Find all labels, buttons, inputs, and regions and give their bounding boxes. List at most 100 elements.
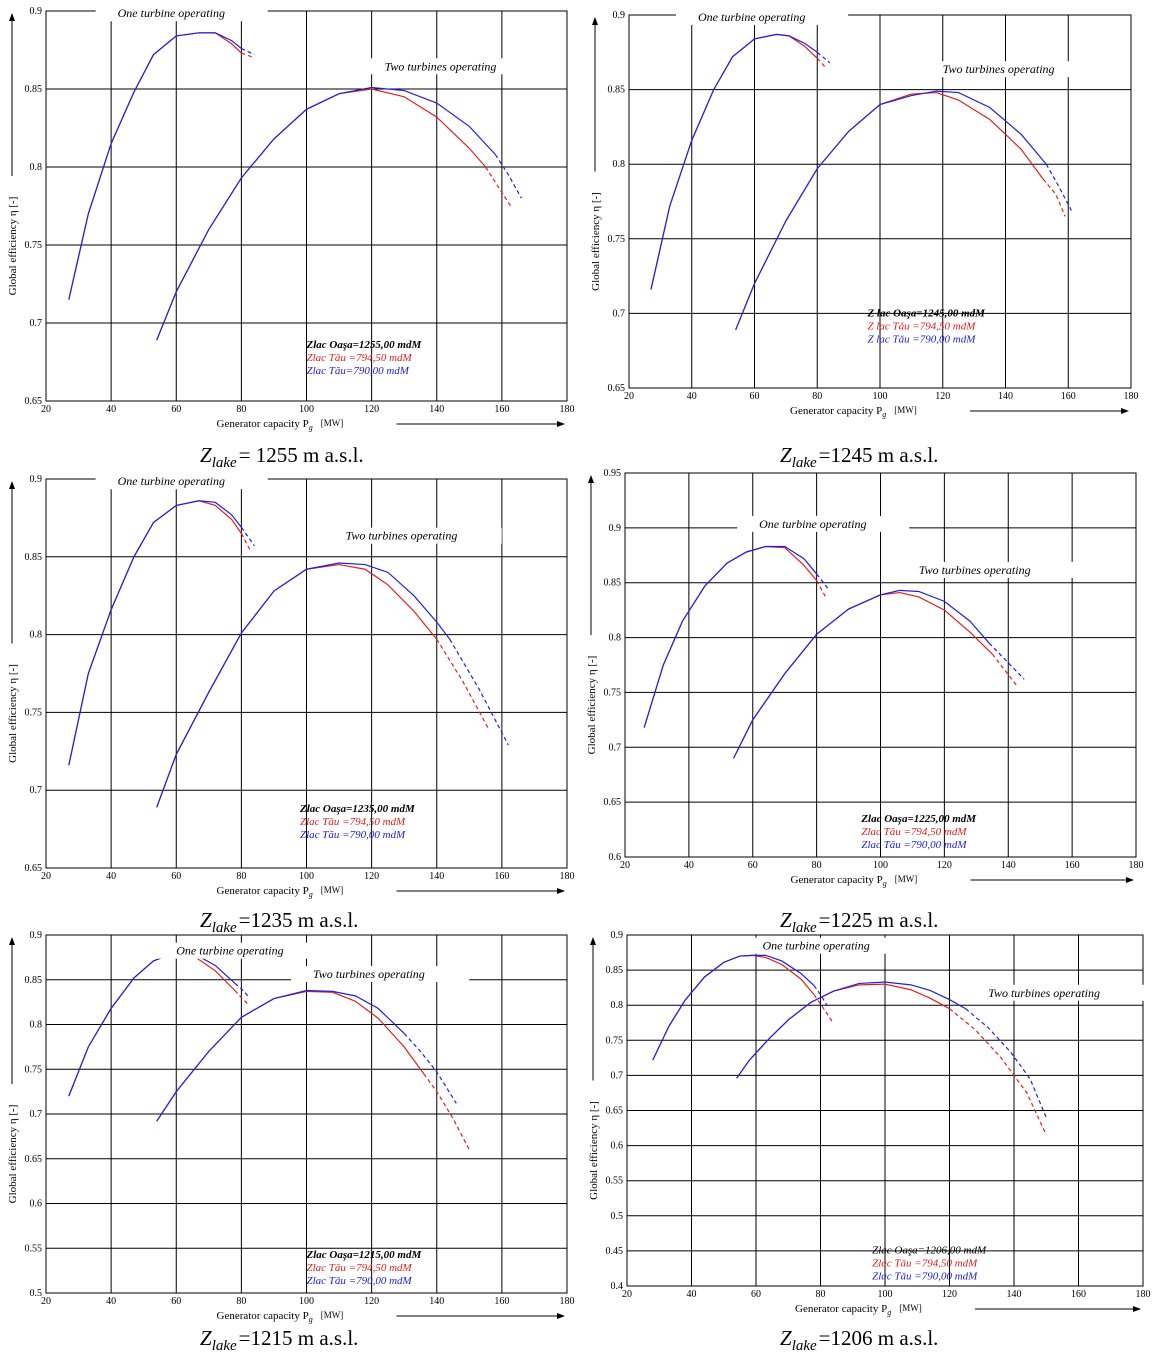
x-tick-label: 80 <box>816 1289 826 1300</box>
x-tick-label: 120 <box>935 391 950 402</box>
annotation-bg <box>896 561 1076 578</box>
y-tick-label: 0.65 <box>604 797 622 808</box>
x-axis-unit: [MW] <box>894 405 917 415</box>
x-tick-label: 100 <box>873 391 888 402</box>
annotation: One turbine operating <box>176 944 283 958</box>
series-line-extrapolated <box>494 154 522 199</box>
x-tick-label: 140 <box>429 404 444 415</box>
x-tick-label: 160 <box>1071 1289 1086 1300</box>
legend-entry: Zlac Tău =790,00 mdM <box>307 1275 413 1287</box>
y-tick-label: 0.7 <box>30 1109 43 1120</box>
y-tick-label: 0.6 <box>611 1141 624 1152</box>
y-tick-label: 0.5 <box>611 1211 624 1222</box>
series-line <box>156 86 496 341</box>
x-tick-label: 120 <box>364 1296 379 1307</box>
legend-entry: Zlac Oaşa=1235,00 mdM <box>299 803 416 815</box>
series-line <box>736 981 966 1079</box>
x-axis-arrowhead <box>557 888 565 894</box>
x-tick-label: 100 <box>299 404 314 415</box>
series-line <box>156 562 451 808</box>
legend-entry: Zlac Tău =794,50 mdM <box>872 1258 978 1270</box>
legend-entry: Z lac Tău =790,00 mdM <box>867 333 976 345</box>
x-tick-label: 80 <box>236 1296 246 1307</box>
y-tick-label: 0.75 <box>604 687 622 698</box>
x-axis-unit: [MW] <box>321 885 344 895</box>
x-tick-label: 100 <box>873 860 888 871</box>
panel-caption: Zlake=1245 m a.s.l. <box>780 443 938 471</box>
y-tick-label: 0.5 <box>30 1288 43 1299</box>
x-axis-label-sub: g <box>887 1308 891 1317</box>
y-tick-label: 0.95 <box>604 468 622 479</box>
x-tick-label: 80 <box>236 404 246 415</box>
annotation-bg <box>95 473 268 490</box>
x-axis-label-sub: g <box>883 879 887 888</box>
annotation-bg <box>291 965 470 982</box>
x-tick-label: 160 <box>1065 860 1080 871</box>
series-line-extrapolated <box>449 638 509 746</box>
y-tick-label: 0.9 <box>611 930 624 941</box>
y-tick-label: 0.8 <box>611 1000 624 1011</box>
x-tick-label: 140 <box>429 1296 444 1307</box>
x-tick-label: 140 <box>998 391 1013 402</box>
legend-entry: Zlac Tău =790,00 mdM <box>861 839 967 851</box>
y-tick-label: 0.9 <box>30 930 43 941</box>
x-tick-label: 120 <box>364 404 379 415</box>
x-tick-label: 160 <box>1061 391 1076 402</box>
y-axis-label: Global efficiency η [-] <box>7 197 19 296</box>
legend-entry: Zlac Tău =790,00 mdM <box>872 1271 978 1283</box>
x-axis-label: Generator capacity Pg [MW] <box>791 874 918 888</box>
x-tick-label: 80 <box>812 391 822 402</box>
series-line-extrapolated <box>816 57 828 70</box>
series-line-extrapolated <box>949 1008 1047 1136</box>
y-tick-label: 0.8 <box>30 162 43 173</box>
y-tick-label: 0.45 <box>606 1246 624 1257</box>
series-line <box>156 989 405 1122</box>
series-line-extrapolated <box>485 166 513 208</box>
x-tick-label: 180 <box>1136 1289 1151 1300</box>
y-axis-arrowhead <box>592 17 598 25</box>
series-line-extrapolated <box>240 526 255 547</box>
annotation: One turbine operating <box>762 939 869 953</box>
y-tick-label: 0.85 <box>604 578 622 589</box>
annotation: Two turbines operating <box>919 563 1031 577</box>
x-axis-arrowhead <box>1133 1306 1141 1312</box>
series-line-extrapolated <box>813 985 828 1006</box>
y-tick-label: 0.75 <box>25 1064 43 1075</box>
y-tick-label: 0.9 <box>30 474 43 485</box>
legend-entry: Z lac Oaşa=1245,00 mdM <box>866 307 986 319</box>
series-line <box>735 90 1047 331</box>
x-tick-label: 40 <box>106 1296 116 1307</box>
y-axis-label: Global efficiency η [-] <box>588 1101 600 1200</box>
panel-caption: Zlake= 1255 m a.s.l. <box>200 443 364 471</box>
x-tick-label: 100 <box>299 871 314 882</box>
x-tick-label: 100 <box>878 1289 893 1300</box>
y-axis-arrowhead <box>590 937 596 945</box>
x-tick-label: 40 <box>106 871 116 882</box>
y-tick-label: 0.7 <box>613 308 626 319</box>
series-line <box>68 500 242 766</box>
x-tick-label: 140 <box>1007 1289 1022 1300</box>
y-tick-label: 0.8 <box>30 630 43 641</box>
x-axis-arrowhead <box>557 1313 565 1319</box>
x-tick-label: 160 <box>494 871 509 882</box>
series-line-extrapolated <box>403 1033 457 1104</box>
series-line-extrapolated <box>423 1073 470 1151</box>
x-tick-label: 180 <box>1124 391 1139 402</box>
annotation: One turbine operating <box>118 474 225 488</box>
y-tick-label: 0.75 <box>25 707 43 718</box>
y-tick-label: 0.75 <box>606 1035 624 1046</box>
annotation: Two turbines operating <box>313 967 425 981</box>
legend-entry: Zlac Oaşa=1206,00 mdM <box>872 1245 987 1257</box>
series-line <box>68 32 242 300</box>
x-tick-label: 40 <box>106 404 116 415</box>
y-axis-arrowhead <box>588 475 594 483</box>
x-tick-label: 180 <box>1129 860 1144 871</box>
x-tick-label: 20 <box>41 871 51 882</box>
series-line-extrapolated <box>241 47 255 56</box>
legend-entry: Zlac Oaşa=1215,00 mdM <box>306 1249 423 1261</box>
x-axis-arrowhead <box>557 421 565 427</box>
x-axis-label-sub: g <box>309 890 313 899</box>
y-tick-label: 0.65 <box>608 383 626 394</box>
series-line-extrapolated <box>816 580 827 599</box>
